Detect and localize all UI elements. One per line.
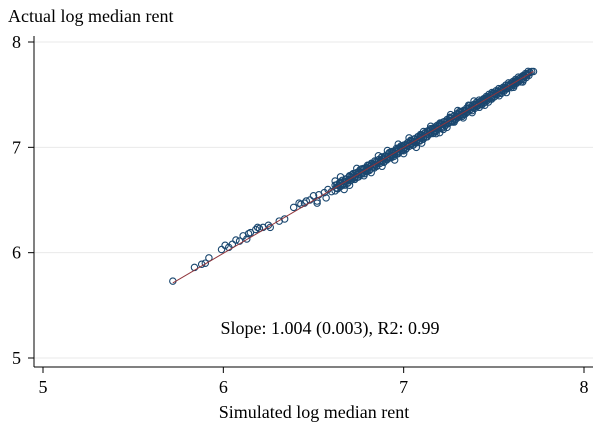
data-point — [243, 235, 251, 243]
y-tick-label-1: 6 — [12, 243, 21, 263]
x-tick-label-3: 8 — [580, 377, 589, 397]
data-point — [322, 194, 330, 202]
data-point — [252, 225, 260, 234]
data-point — [246, 228, 255, 237]
y-axis-title: Actual log median rent — [8, 6, 173, 26]
axis-ticks: 5 6 7 8 5 6 7 8 — [12, 32, 589, 397]
data-point — [205, 254, 213, 262]
data-point — [295, 199, 303, 207]
data-point — [525, 71, 533, 80]
fit-line-group — [172, 70, 534, 284]
data-point — [324, 185, 332, 194]
x-tick-label-1: 6 — [219, 377, 228, 397]
data-point — [221, 241, 229, 250]
data-point — [217, 245, 226, 254]
data-point — [309, 192, 318, 200]
x-tick-label-0: 5 — [39, 377, 48, 397]
data-point — [244, 229, 253, 238]
data-point — [313, 199, 321, 207]
y-tick-label-2: 7 — [12, 137, 21, 157]
data-point — [526, 68, 534, 77]
gridlines — [34, 41, 593, 359]
dense-point-band — [331, 67, 534, 195]
data-point — [275, 217, 283, 225]
data-point — [300, 199, 309, 207]
data-point — [253, 223, 262, 232]
fit-annotation: Slope: 1.004 (0.003), R2: 0.99 — [221, 318, 440, 339]
data-point — [289, 203, 298, 212]
axes — [33, 36, 593, 368]
y-tick-label-3: 8 — [12, 32, 21, 52]
data-point — [232, 236, 240, 244]
data-point — [529, 67, 538, 76]
data-point — [201, 259, 210, 267]
x-axis-title: Simulated log median rent — [219, 402, 409, 422]
data-points — [169, 67, 538, 285]
y-tick-label-0: 5 — [12, 348, 21, 368]
fit-line — [172, 70, 534, 284]
x-tick-label-2: 7 — [399, 377, 408, 397]
